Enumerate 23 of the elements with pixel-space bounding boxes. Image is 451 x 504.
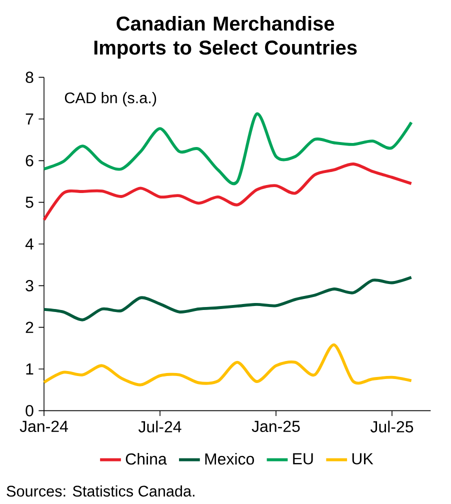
y-tick-label: 6 — [26, 155, 34, 166]
y-tick-label: 3 — [26, 280, 34, 292]
chart-title: Canadian Merchandise Imports to Select Countries — [94, 16, 357, 59]
legend-label: China — [126, 452, 167, 465]
line-series — [42, 276, 413, 322]
y-tick-label: 0 — [26, 405, 34, 416]
x-tick-label: Jul-24 — [138, 420, 182, 432]
line-series — [42, 162, 413, 222]
x-tick-label: Jan-24 — [20, 420, 68, 432]
legend-label: EU — [293, 453, 313, 464]
y-axis-title: CAD bn (s.a.) — [64, 92, 156, 106]
y-tick-label: 1 — [26, 364, 34, 375]
y-tick-label: 8 — [26, 72, 34, 83]
y-tick-label: 4 — [25, 238, 34, 250]
line-series — [42, 343, 413, 386]
legend-label: UK — [352, 453, 374, 464]
y-tick-label: 7 — [26, 114, 34, 124]
x-tick-label: Jul-25 — [370, 420, 414, 432]
y-tick-label: 2 — [26, 322, 34, 333]
legend-label: Mexico — [205, 452, 254, 465]
x-tick-label: Jan-25 — [252, 420, 300, 432]
source-note: Sources: Statistics Canada. — [6, 485, 194, 497]
y-tick-label: 5 — [26, 196, 34, 208]
